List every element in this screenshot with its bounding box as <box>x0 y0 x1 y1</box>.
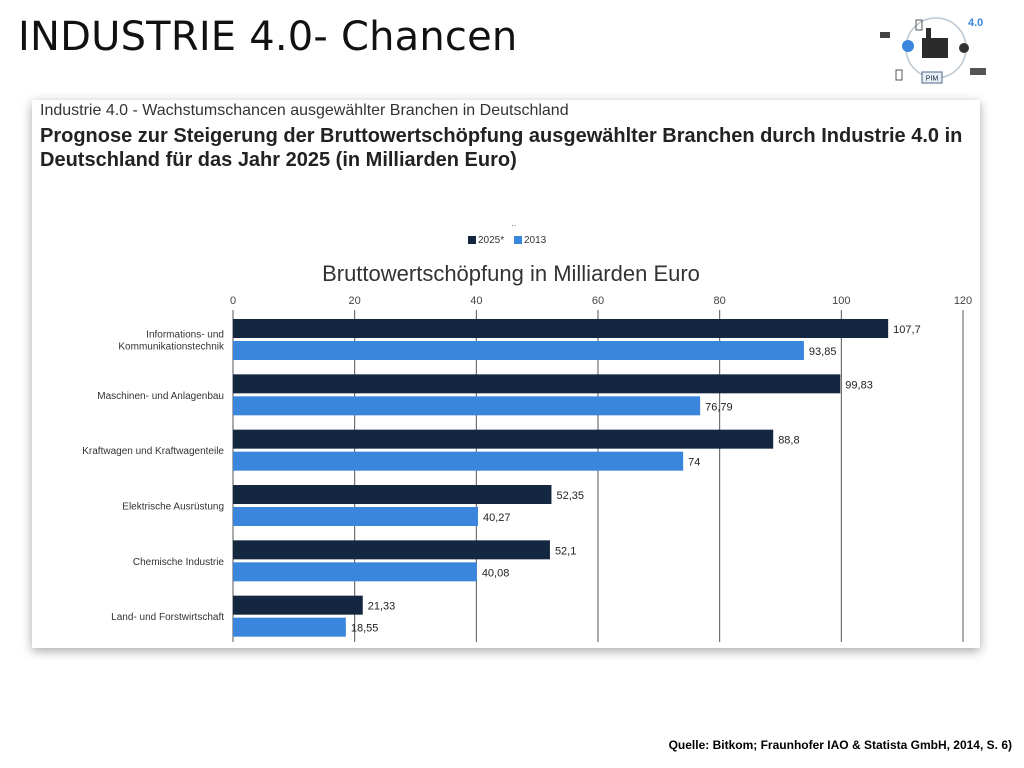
industry-4-logo: PIM 4.0 <box>880 17 986 84</box>
users-icon <box>880 32 890 38</box>
gear-icon <box>959 43 969 53</box>
source-note: Quelle: Bitkom; Fraunhofer IAO & Statist… <box>668 738 1012 752</box>
factory-icon <box>922 38 948 58</box>
slide-title: INDUSTRIE 4.0- Chancen <box>18 14 518 60</box>
caption-title: Prognose zur Steigerung der Bruttowertsc… <box>40 125 963 171</box>
phone-icon <box>915 19 923 31</box>
logo-badge: 4.0 <box>968 17 983 29</box>
truck-icon <box>970 68 986 75</box>
caption-subtitle: Industrie 4.0 - Wachstumschancen ausgewä… <box>40 102 569 119</box>
chart-panel <box>32 100 980 648</box>
cloud-icon <box>902 40 914 52</box>
pim-label: PIM <box>926 76 939 83</box>
tablet-icon <box>895 69 903 81</box>
pim-box <box>921 71 943 84</box>
chimney-icon <box>926 28 931 38</box>
